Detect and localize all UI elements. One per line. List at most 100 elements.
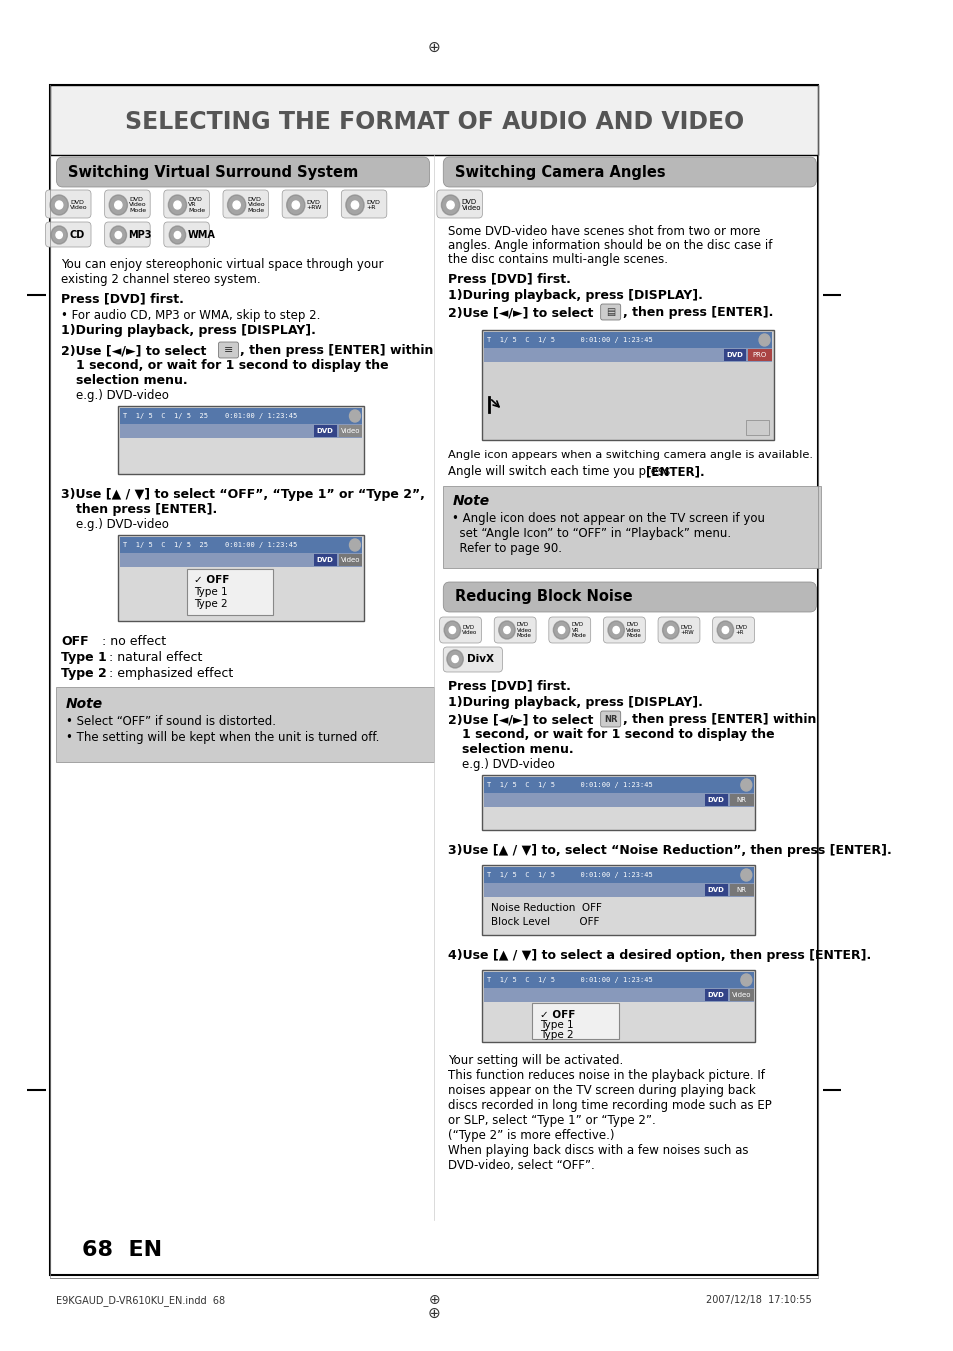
Text: DVD
VR
Mode: DVD VR Mode	[188, 197, 205, 213]
Text: DVD: DVD	[707, 797, 724, 802]
FancyBboxPatch shape	[482, 865, 755, 935]
FancyBboxPatch shape	[46, 222, 91, 247]
FancyBboxPatch shape	[482, 775, 755, 830]
Text: E9KGAUD_D-VR610KU_EN.indd  68: E9KGAUD_D-VR610KU_EN.indd 68	[56, 1296, 225, 1306]
Text: Your setting will be activated.: Your setting will be activated.	[447, 1054, 622, 1067]
FancyBboxPatch shape	[118, 535, 364, 621]
Text: Block Level         OFF: Block Level OFF	[491, 917, 599, 927]
Text: T  1/ 5  C  1/ 5      0:01:00 / 1:23:45: T 1/ 5 C 1/ 5 0:01:00 / 1:23:45	[486, 977, 652, 984]
FancyBboxPatch shape	[729, 884, 753, 896]
Text: , then press [ENTER] within: , then press [ENTER] within	[623, 713, 816, 725]
Circle shape	[441, 195, 459, 215]
Text: • Angle icon does not appear on the TV screen if you: • Angle icon does not appear on the TV s…	[452, 512, 764, 526]
Text: Type 2: Type 2	[539, 1029, 573, 1040]
Text: selection menu.: selection menu.	[75, 374, 187, 386]
FancyBboxPatch shape	[548, 617, 590, 643]
Text: NR: NR	[736, 888, 746, 893]
Circle shape	[110, 226, 127, 245]
Circle shape	[503, 627, 510, 634]
Text: T  1/ 5  C  1/ 5      0:01:00 / 1:23:45: T 1/ 5 C 1/ 5 0:01:00 / 1:23:45	[486, 871, 652, 878]
Text: DVD: DVD	[707, 888, 724, 893]
Text: Type 2: Type 2	[61, 667, 107, 680]
Text: , then press [ENTER].: , then press [ENTER].	[623, 305, 773, 319]
FancyBboxPatch shape	[105, 190, 150, 218]
Text: [ENTER].: [ENTER].	[645, 465, 704, 478]
Text: DVD: DVD	[316, 557, 333, 563]
FancyBboxPatch shape	[120, 553, 362, 567]
Text: Angle will switch each time you press: Angle will switch each time you press	[447, 465, 673, 478]
Text: 1)During playback, press [DISPLAY].: 1)During playback, press [DISPLAY].	[61, 324, 315, 336]
Text: T  1/ 5  C  1/ 5      0:01:00 / 1:23:45: T 1/ 5 C 1/ 5 0:01:00 / 1:23:45	[486, 336, 652, 343]
Circle shape	[759, 334, 769, 346]
FancyBboxPatch shape	[704, 884, 727, 896]
Circle shape	[351, 201, 358, 209]
Text: 2)Use [◄/►] to select: 2)Use [◄/►] to select	[447, 713, 593, 725]
Text: Video: Video	[340, 428, 360, 434]
Text: You can enjoy stereophonic virtual space through your: You can enjoy stereophonic virtual space…	[61, 258, 383, 272]
Text: ⊕: ⊕	[427, 1305, 440, 1320]
FancyBboxPatch shape	[484, 777, 753, 793]
Text: DVD
+R: DVD +R	[735, 624, 747, 635]
Text: Type 1: Type 1	[61, 651, 107, 663]
FancyBboxPatch shape	[439, 617, 481, 643]
Text: NR: NR	[736, 797, 746, 802]
FancyBboxPatch shape	[658, 617, 700, 643]
FancyBboxPatch shape	[314, 426, 336, 436]
FancyBboxPatch shape	[484, 988, 753, 1002]
FancyBboxPatch shape	[338, 554, 362, 566]
Circle shape	[346, 195, 364, 215]
FancyBboxPatch shape	[443, 157, 816, 186]
Text: Type 2: Type 2	[193, 598, 227, 609]
Circle shape	[174, 231, 180, 239]
FancyBboxPatch shape	[56, 157, 429, 186]
Text: 1 second, or wait for 1 second to display the: 1 second, or wait for 1 second to displa…	[75, 359, 388, 372]
Circle shape	[717, 621, 733, 639]
Text: DVD: DVD	[316, 428, 333, 434]
FancyBboxPatch shape	[341, 190, 386, 218]
FancyBboxPatch shape	[218, 342, 238, 358]
Text: DVD
Video
Mode: DVD Video Mode	[129, 197, 147, 213]
FancyBboxPatch shape	[105, 222, 150, 247]
Text: discs recorded in long time recording mode such as EP: discs recorded in long time recording mo…	[447, 1098, 771, 1112]
FancyBboxPatch shape	[600, 711, 620, 727]
Circle shape	[55, 201, 63, 209]
Text: Type 1: Type 1	[539, 1020, 573, 1029]
Text: When playing back discs with a few noises such as: When playing back discs with a few noise…	[447, 1144, 747, 1156]
FancyBboxPatch shape	[494, 617, 536, 643]
FancyBboxPatch shape	[729, 989, 753, 1001]
Text: Video: Video	[340, 557, 360, 563]
Text: Note: Note	[66, 697, 103, 711]
Text: then press [ENTER].: then press [ENTER].	[75, 503, 216, 516]
FancyBboxPatch shape	[50, 85, 818, 1275]
Text: 2)Use [◄/►] to select: 2)Use [◄/►] to select	[447, 305, 593, 319]
Text: set “Angle Icon” to “OFF” in “Playback” menu.: set “Angle Icon” to “OFF” in “Playback” …	[452, 527, 731, 540]
Circle shape	[613, 627, 618, 634]
Text: e.g.) DVD-video: e.g.) DVD-video	[462, 758, 555, 771]
FancyBboxPatch shape	[120, 536, 362, 553]
FancyBboxPatch shape	[482, 330, 773, 440]
Text: Press [DVD] first.: Press [DVD] first.	[61, 292, 184, 305]
Text: 3)Use [▲ / ▼] to select “OFF”, “Type 1” or “Type 2”,: 3)Use [▲ / ▼] to select “OFF”, “Type 1” …	[61, 488, 424, 501]
Circle shape	[721, 627, 728, 634]
FancyBboxPatch shape	[704, 989, 727, 1001]
Text: DVD
Video: DVD Video	[70, 200, 88, 211]
Circle shape	[558, 627, 564, 634]
Text: Switching Virtual Surround System: Switching Virtual Surround System	[69, 165, 358, 180]
Text: DVD: DVD	[725, 353, 742, 358]
Circle shape	[449, 627, 456, 634]
Circle shape	[292, 201, 299, 209]
Text: Reducing Block Noise: Reducing Block Noise	[455, 589, 632, 604]
FancyBboxPatch shape	[187, 569, 273, 615]
Text: ✓ OFF: ✓ OFF	[193, 576, 229, 585]
Text: PRO: PRO	[752, 353, 766, 358]
Text: 3)Use [▲ / ▼] to, select “Noise Reduction”, then press [ENTER].: 3)Use [▲ / ▼] to, select “Noise Reductio…	[447, 844, 891, 857]
Text: e.g.) DVD-video: e.g.) DVD-video	[75, 517, 169, 531]
Circle shape	[109, 195, 128, 215]
Text: ⊕: ⊕	[428, 1293, 439, 1306]
Text: 68  EN: 68 EN	[82, 1240, 162, 1260]
Text: ≡: ≡	[224, 345, 233, 355]
FancyBboxPatch shape	[443, 486, 821, 567]
Circle shape	[169, 195, 187, 215]
FancyBboxPatch shape	[745, 420, 768, 435]
Circle shape	[115, 231, 121, 239]
